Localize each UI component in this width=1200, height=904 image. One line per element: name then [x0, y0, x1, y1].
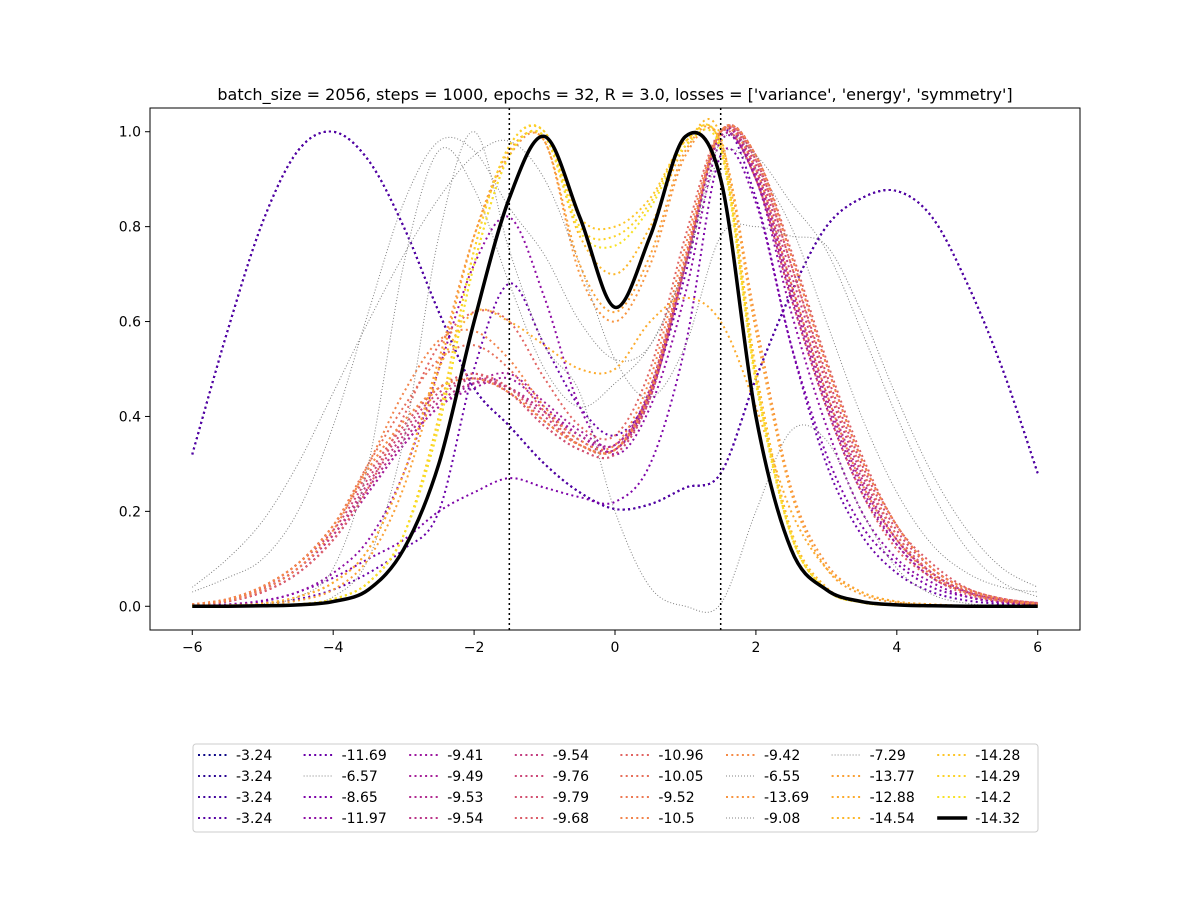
- series-line-0: [191, 130, 1039, 511]
- series-line-7: [192, 134, 1038, 608]
- legend-label: -9.79: [553, 790, 589, 806]
- legend-label: -14.29: [975, 769, 1020, 785]
- legend-label: -14.54: [870, 811, 915, 827]
- series-line-11: [192, 126, 1038, 606]
- series-line-4: [192, 128, 1038, 608]
- series-line-18: [192, 124, 1038, 606]
- series-line-12: [192, 125, 1038, 606]
- legend-label: -9.68: [553, 811, 589, 827]
- series-line-9: [192, 127, 1038, 607]
- legend: -3.24 -3.24 -3.24 -3.24 -11.69 -6.57 -8.65 -11.…: [192, 743, 1039, 833]
- series-line-16: [192, 128, 1038, 606]
- legend-label: -9.42: [764, 748, 800, 764]
- axes: −6 −4 −2 0 2 4 6 0.0 0.2 0.4 0.6 0.8 1.0: [119, 107, 1081, 656]
- series-line-1: [191, 130, 1039, 511]
- series-line-28: [192, 123, 1038, 608]
- y-tick-label: 1.0: [119, 125, 141, 141]
- plot-area: [191, 108, 1039, 630]
- y-tick-label: 0.6: [119, 315, 141, 331]
- legend-label: -9.52: [658, 790, 694, 806]
- legend-label: -6.55: [764, 769, 800, 785]
- series-line-3: [191, 130, 1039, 511]
- series-line-23: [192, 131, 1038, 613]
- series-line-29: [192, 123, 1038, 608]
- y-tick-label: 0.4: [119, 409, 141, 425]
- series-line-20: [192, 124, 1038, 606]
- legend-frame: [192, 743, 1039, 833]
- legend-label: -9.76: [553, 769, 589, 785]
- legend-label: -9.54: [447, 811, 483, 827]
- legend-label: -14.2: [975, 790, 1011, 806]
- legend-label: -3.24: [236, 769, 272, 785]
- series-line-25: [192, 125, 1038, 608]
- x-tick-label: 0: [611, 640, 620, 656]
- x-tick-label: −2: [464, 640, 485, 656]
- x-tick-label: 4: [892, 640, 901, 656]
- legend-label: -11.97: [342, 811, 387, 827]
- chart-title: batch_size = 2056, steps = 1000, epochs …: [217, 85, 1012, 105]
- legend-label: -11.69: [342, 748, 387, 764]
- legend-label: -9.41: [447, 748, 483, 764]
- x-tick-label: 6: [1033, 640, 1042, 656]
- legend-label: -10.96: [658, 748, 703, 764]
- series-line-24: [191, 139, 1038, 588]
- legend-label: -3.24: [236, 790, 272, 806]
- series-line-22: [192, 127, 1038, 608]
- y-tick-label: 0.0: [119, 599, 141, 615]
- legend-label: -12.88: [870, 790, 915, 806]
- legend-label: -9.54: [553, 748, 589, 764]
- legend-label: -13.69: [764, 790, 809, 806]
- series-group: [191, 118, 1039, 613]
- series-line-15: [192, 124, 1038, 606]
- legend-label: -14.32: [975, 811, 1020, 827]
- x-tick-label: 2: [751, 640, 760, 656]
- legend-label: -3.24: [236, 748, 272, 764]
- series-line-13: [192, 124, 1038, 606]
- series-line-6: [192, 147, 1038, 608]
- legend-label: -9.53: [447, 790, 483, 806]
- legend-label: -10.05: [658, 769, 703, 785]
- series-line-27: [192, 118, 1038, 608]
- y-tick-label: 0.2: [119, 504, 141, 520]
- series-line-31: [192, 130, 1038, 609]
- legend-label: -9.08: [764, 811, 800, 827]
- legend-label: -14.28: [975, 748, 1020, 764]
- x-tick-label: −4: [323, 640, 344, 656]
- x-tick-label: −6: [182, 640, 203, 656]
- legend-label: -10.5: [658, 811, 694, 827]
- y-tick-label: 0.8: [119, 220, 141, 236]
- series-line-2: [191, 130, 1039, 511]
- series-line-5: [192, 136, 1038, 593]
- legend-label: -3.24: [236, 811, 272, 827]
- series-line-17: [192, 125, 1038, 606]
- series-line-14: [192, 124, 1038, 606]
- series-line-26: [192, 296, 1038, 608]
- legend-label: -7.29: [870, 748, 906, 764]
- legend-label: -8.65: [342, 790, 378, 806]
- series-line-30: [192, 128, 1038, 608]
- series-line-21: [192, 133, 1038, 607]
- legend-label: -9.49: [447, 769, 483, 785]
- legend-label: -13.77: [870, 769, 915, 785]
- series-line-19: [192, 127, 1038, 606]
- legend-label: -6.57: [342, 769, 378, 785]
